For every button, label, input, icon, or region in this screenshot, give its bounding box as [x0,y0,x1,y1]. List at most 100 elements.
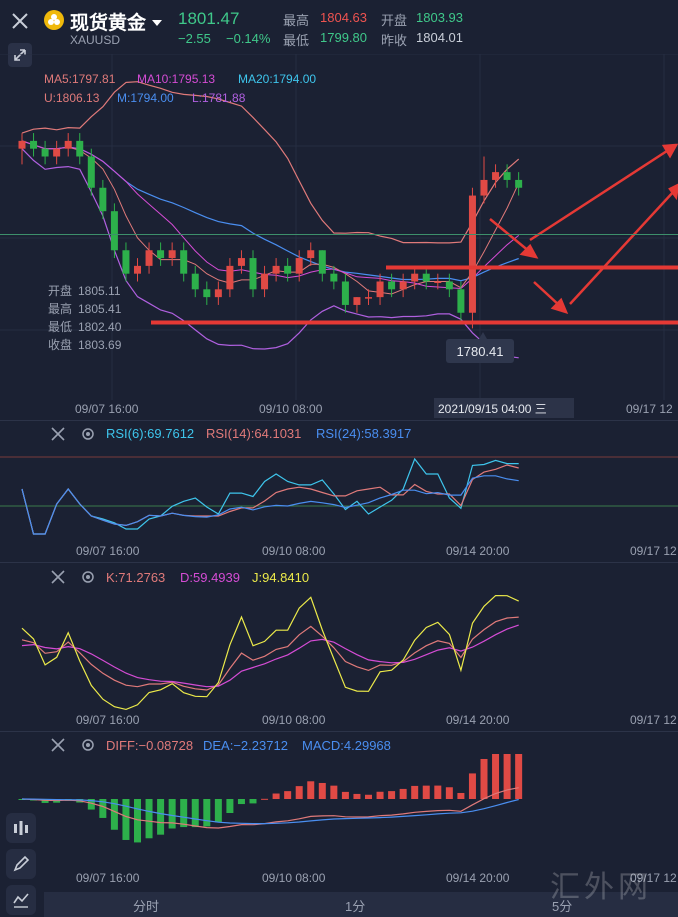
macd-bar [376,791,384,799]
macd-bar [203,799,211,827]
ohlc-close-value: 1803.69 [78,338,122,352]
ohlc-close-label: 收盘 [48,337,72,352]
macd-bar [445,787,453,799]
close-panel-icon[interactable] [46,733,70,757]
ohlc-low-value: 1802.40 [78,320,122,334]
close-panel-icon[interactable] [46,565,70,589]
candle [134,265,141,274]
candle [434,281,442,283]
macd-bar [41,799,49,803]
candle [480,179,488,196]
candle [249,258,257,290]
svg-text:09/07 16:00: 09/07 16:00 [76,871,140,885]
forecast-arrows [489,143,678,314]
svg-text:09/14 20:00: 09/14 20:00 [446,713,510,727]
candle [261,273,269,290]
candle [64,140,72,149]
boll-middle-label: M:1794.00 [117,91,174,105]
settings-icon[interactable] [76,733,100,757]
indicator-icon[interactable] [6,885,36,915]
svg-text:09/10 08:00: 09/10 08:00 [262,871,326,885]
settings-icon[interactable] [76,565,100,589]
crosshair-time-label: 2021/09/15 04:00 三 [438,402,547,416]
candle [41,148,49,157]
candle [87,156,95,188]
kdj-j-label: J:94.8410 [252,570,310,585]
candle [365,297,372,299]
rsi14-label: RSI(14):64.1031 [206,426,302,441]
ma10-label: MA10:1795.13 [137,72,215,86]
dropdown-caret-icon[interactable] [152,14,162,32]
svg-text:09/14 20:00: 09/14 20:00 [446,544,510,558]
x-tick: 09/07 16:00 [75,402,139,416]
rsi14-line [21,464,519,535]
instrument-name[interactable]: 现货黄金 [70,13,147,34]
prev-close-label: 昨收 [381,33,408,48]
close-panel-icon[interactable] [46,422,70,446]
candle [422,273,430,282]
last-price: 1801.47 [178,9,240,28]
candle [237,258,245,266]
candle-style-icon[interactable] [6,813,36,843]
macd-bar [284,791,292,799]
macd-diff-line [21,787,519,829]
svg-text:09/17 12: 09/17 12 [630,713,677,727]
ma5-label: MA5:1797.81 [44,72,116,86]
tab-timeshare[interactable]: 分时 [133,899,160,914]
candle [76,140,84,157]
candle [353,297,361,305]
ohlc-high-value: 1805.41 [78,302,122,316]
candle [99,187,107,212]
macd-bar [191,799,199,828]
settings-icon[interactable] [76,422,100,446]
candle [388,281,396,290]
svg-text:09/17 12: 09/17 12 [630,544,677,558]
candle [53,148,61,157]
boll-upper-line [21,81,520,244]
kdj-j-line [21,594,519,711]
close-icon[interactable] [8,9,32,33]
macd-bar [399,788,407,799]
candlestick-chart[interactable]: MA5:1797.81 MA10:1795.13 MA20:1794.00 U:… [0,54,678,420]
macd-bar [422,785,430,799]
tab-1min[interactable]: 1分 [345,899,366,914]
svg-text:09/10 08:00: 09/10 08:00 [262,713,326,727]
macd-bar [330,785,338,799]
low-label: 最低 [283,33,310,48]
kdj-d-label: D:59.4939 [180,570,240,585]
boll-upper-label: U:1806.13 [44,91,100,105]
high-value: 1804.63 [320,10,367,25]
ma20-label: MA20:1794.00 [238,72,316,86]
ohlc-open-label: 开盘 [48,283,72,298]
candle [295,258,303,274]
boll-middle-line [21,140,519,282]
ma5-line [21,140,520,295]
candle [376,281,384,298]
macd-bar [145,799,153,839]
candle [330,273,338,282]
rsi-chart: 09/07 16:00 09/10 08:00 09/14 20:00 09/1… [0,456,678,558]
candle [445,281,453,290]
macd-bar [468,773,476,799]
boll-lower-line [21,148,519,359]
macd-bar [110,799,118,830]
draw-pen-icon[interactable] [6,849,36,879]
high-label: 最高 [283,13,310,28]
svg-text:1780.41: 1780.41 [457,344,504,359]
macd-bar [134,799,141,843]
prev-close-value: 1804.01 [416,30,463,45]
x-tick: 09/10 08:00 [259,402,323,416]
candle [214,289,222,298]
candle [226,265,234,290]
low-price-marker: 1780.41 [446,332,514,363]
macd-bar [249,799,257,804]
rsi6-label: RSI(6):69.7612 [106,426,195,441]
candle [515,179,523,188]
tab-5min[interactable]: 5分 [552,899,573,914]
boll-lower-label: L:1781.88 [192,91,246,105]
macd-bar [515,754,523,799]
macd-bar [341,791,349,799]
collapse-icon[interactable] [8,43,32,67]
rsi24-label: RSI(24):58.3917 [316,426,412,441]
macd-diff-label: DIFF:−0.08728 [106,738,194,753]
